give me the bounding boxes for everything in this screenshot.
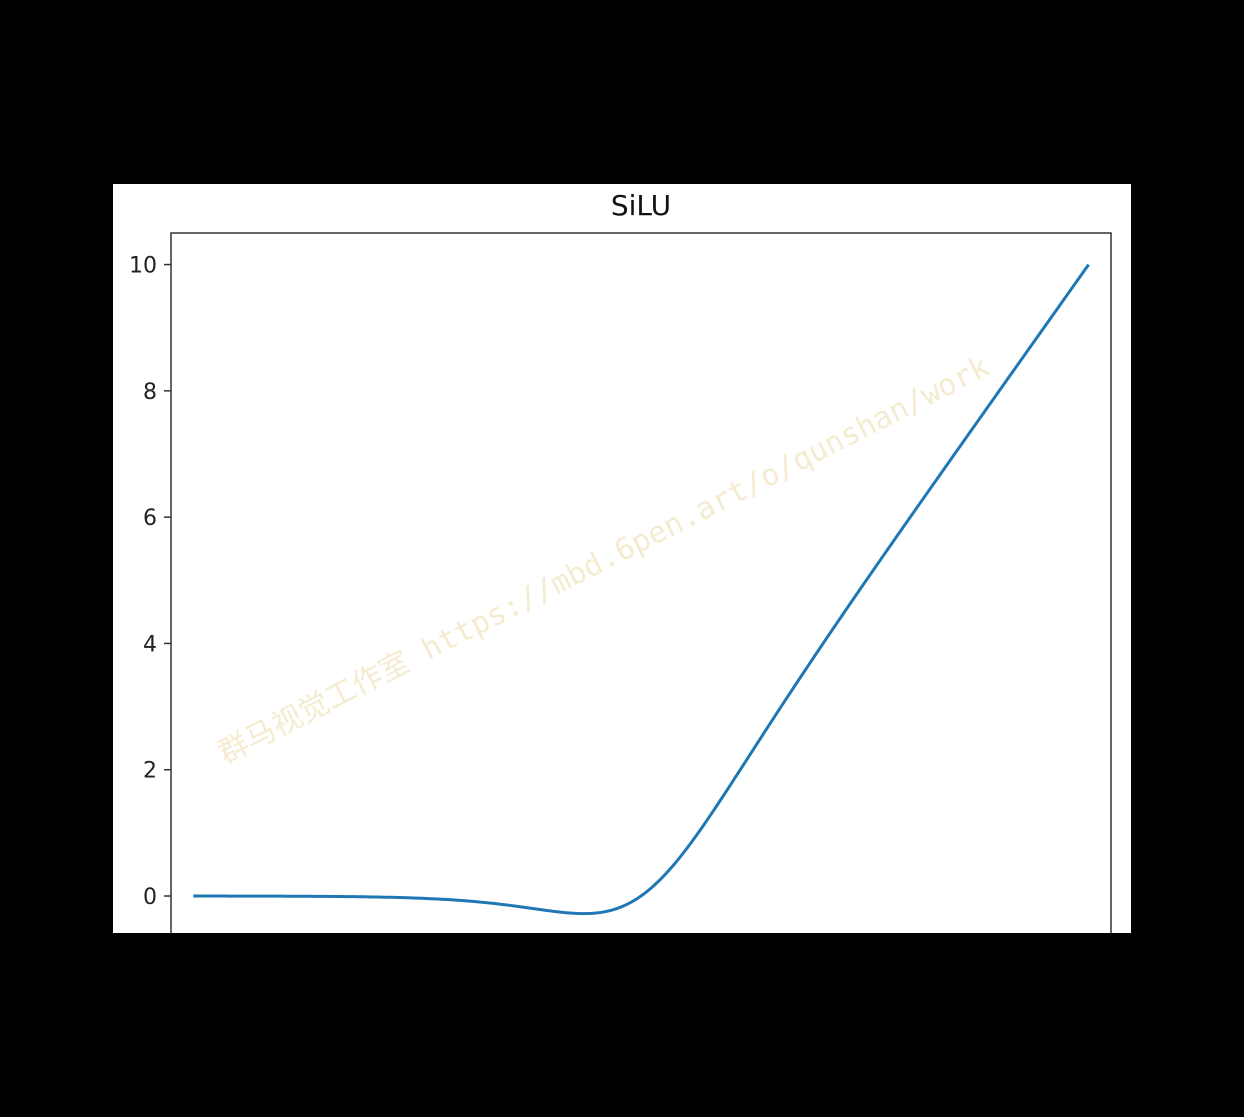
chart-svg: SiLU 0 2 4 6 8 10 群马视觉工作室 https://mbd.6pen.ar… [129, 189, 1112, 933]
y-tick-label: 0 [143, 885, 157, 910]
plot-frame [170, 232, 1112, 933]
y-tick-label: 4 [143, 632, 157, 657]
y-tick-label: 10 [129, 254, 157, 279]
silu-line [193, 263, 1090, 916]
y-tick-label: 8 [143, 380, 157, 405]
chart-title: SiLU [611, 189, 671, 222]
watermark: 群马视觉工作室 https://mbd.6pen.art/o/qunshan/w… [213, 349, 995, 771]
y-axis: 0 2 4 6 8 10 [129, 254, 171, 910]
y-tick-label: 6 [143, 506, 157, 531]
y-tick-label: 2 [143, 759, 157, 784]
chart-figure: SiLU 0 2 4 6 8 10 群马视觉工作室 https://mbd.6pen.ar… [113, 184, 1131, 933]
